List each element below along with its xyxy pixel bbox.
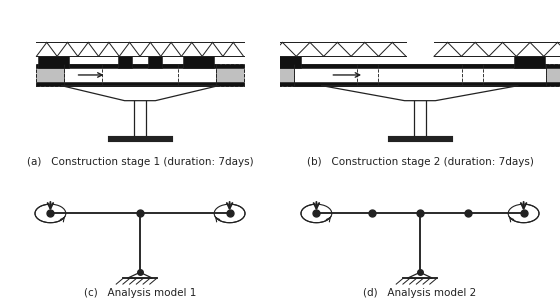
Bar bbox=[36, 82, 244, 86]
Bar bbox=[269, 82, 560, 86]
Bar bbox=[184, 56, 214, 68]
Text: (d)   Analysis model 2: (d) Analysis model 2 bbox=[363, 288, 477, 297]
Bar bbox=[118, 56, 132, 68]
Bar bbox=[270, 56, 301, 68]
Bar bbox=[36, 64, 244, 68]
Bar bbox=[546, 64, 560, 86]
Bar bbox=[514, 56, 544, 68]
Bar bbox=[216, 64, 244, 86]
Text: (c)   Analysis model 1: (c) Analysis model 1 bbox=[84, 288, 196, 297]
Bar bbox=[36, 64, 64, 86]
Bar bbox=[269, 64, 294, 86]
Text: (a)   Construction stage 1 (duration: 7days): (a) Construction stage 1 (duration: 7day… bbox=[27, 157, 253, 167]
Text: (b)   Construction stage 2 (duration: 7days): (b) Construction stage 2 (duration: 7day… bbox=[306, 157, 534, 167]
Bar bbox=[64, 64, 216, 86]
Bar bbox=[269, 64, 560, 68]
Bar bbox=[148, 56, 162, 68]
Bar bbox=[38, 56, 69, 68]
Bar bbox=[294, 64, 546, 86]
